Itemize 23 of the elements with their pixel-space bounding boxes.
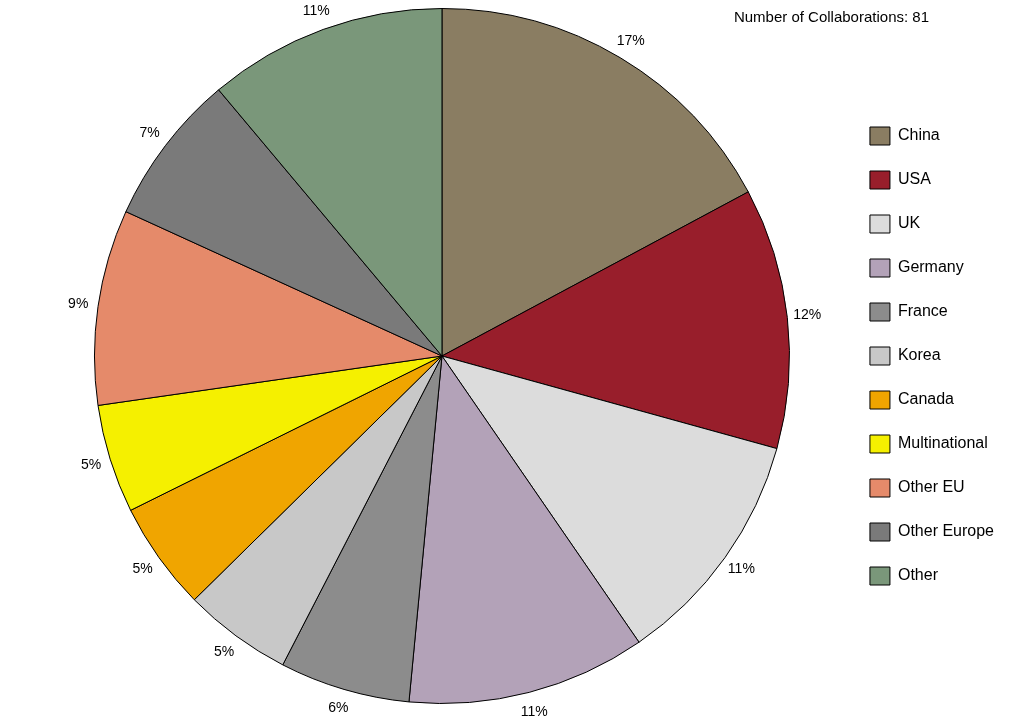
data-label: 9% (68, 294, 89, 311)
legend-label: Canada (897, 390, 955, 408)
legend-label: Multinational (897, 434, 988, 452)
data-label: 5% (132, 560, 153, 577)
legend-label: Germany (897, 258, 964, 276)
data-label: 17% (616, 31, 645, 48)
data-label: 11% (520, 702, 548, 719)
legend-label: Other EU (897, 478, 965, 496)
data-label: 5% (213, 642, 235, 659)
data-label: 5% (80, 455, 102, 472)
data-label: 12% (793, 306, 822, 323)
legend-label: Other (897, 566, 939, 584)
legend-label: France (897, 302, 948, 320)
data-label: 7% (139, 124, 160, 141)
data-label: 11% (302, 1, 330, 18)
chart-title: Number of Collaborations: 81 (733, 7, 929, 25)
data-label: 11% (727, 560, 755, 577)
data-label: 6% (328, 699, 349, 716)
legend-label: Other Europe (897, 522, 995, 540)
legend-label: UK (897, 214, 921, 232)
legend-label: China (897, 126, 940, 144)
legend-label: USA (897, 170, 932, 188)
legend-label: Korea (897, 346, 941, 364)
